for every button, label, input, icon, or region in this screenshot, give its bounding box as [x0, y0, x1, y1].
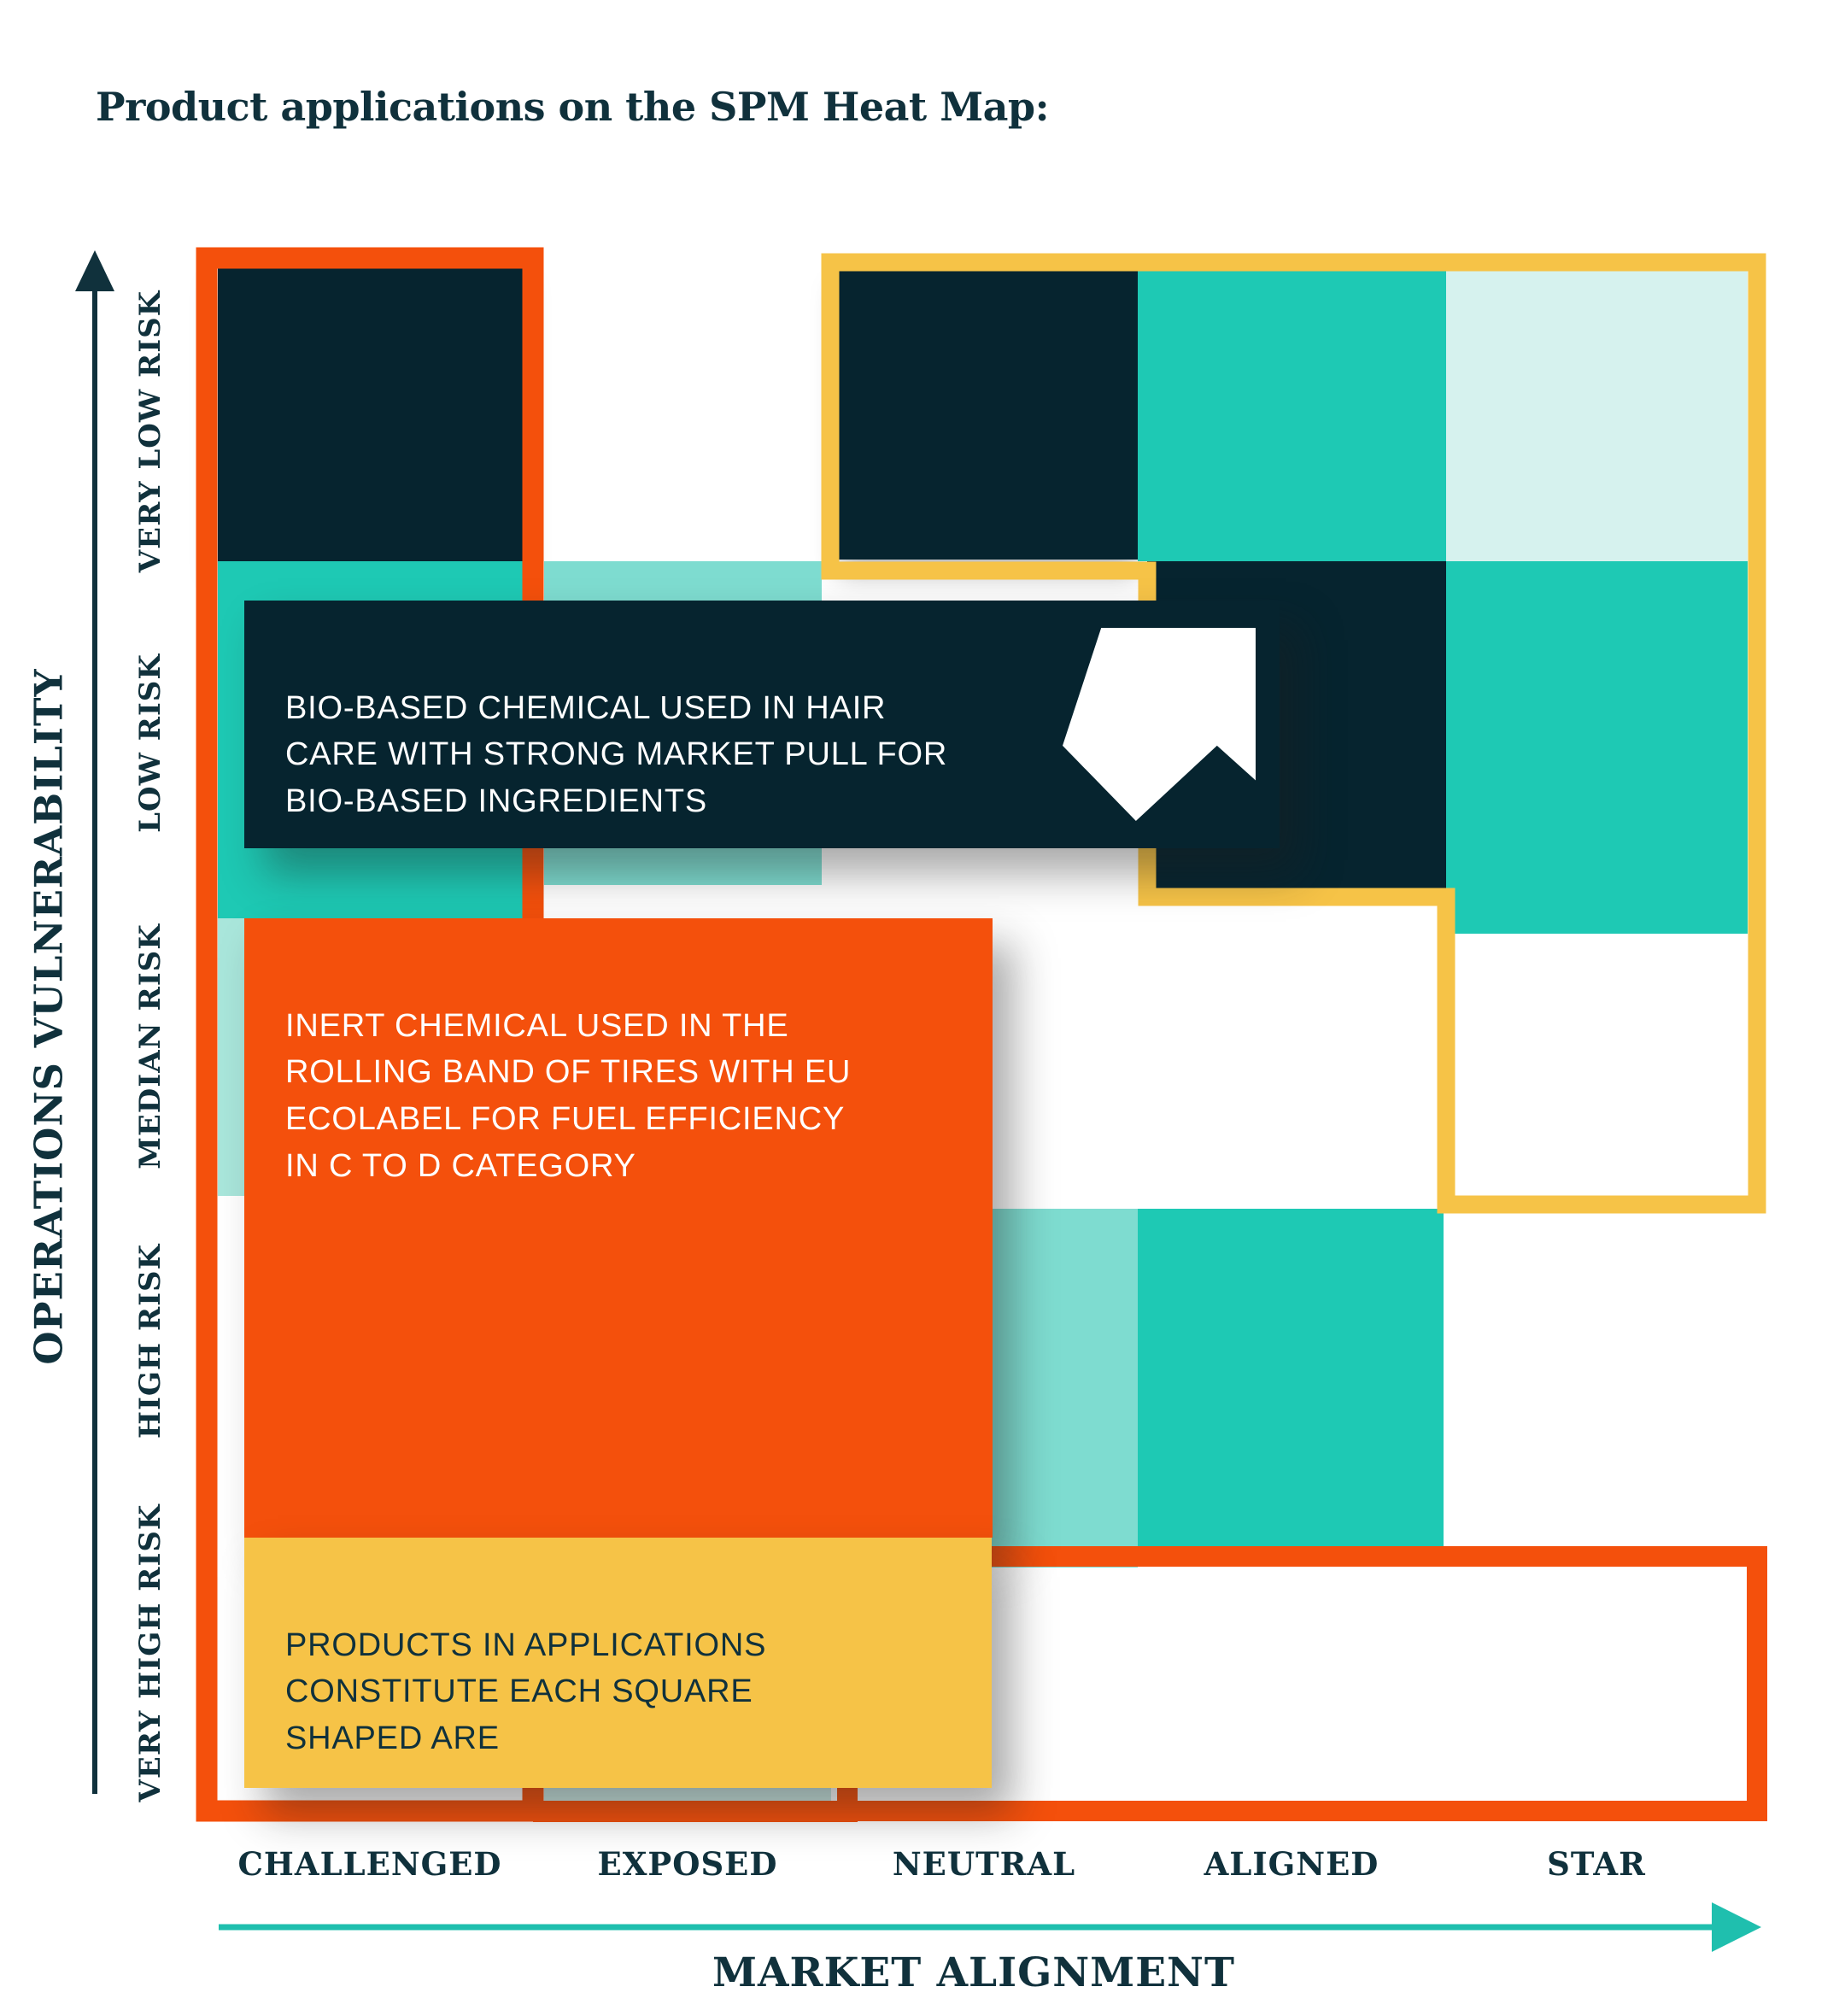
y-axis-arrowhead-icon: [75, 250, 114, 291]
y-axis-label-median-risk: MEDIAN RISK: [133, 923, 167, 1169]
heatmap-cell-navy: [839, 271, 1138, 560]
y-axis-label-very-low-risk: VERY LOW RISK: [133, 290, 167, 573]
x-axis-arrowhead-icon: [1712, 1902, 1761, 1952]
y-axis-label-very-high-risk: VERY HIGH RISK: [133, 1503, 167, 1802]
heatmap-cell-teal: [1138, 1209, 1444, 1555]
x-axis-label-star: STAR: [1547, 1845, 1646, 1883]
page-title: Product applications on the SPM Heat Map…: [96, 84, 1050, 130]
x-axis-label-challenged: CHALLENGED: [237, 1845, 502, 1883]
heatmap-cell-navy: [218, 267, 523, 561]
bottom-orange-band: [533, 1801, 858, 1822]
y-axis-title: OPERATIONS VULNERABILITY: [26, 668, 72, 1365]
bio-callout: BIO-BASED CHEMICAL USED IN HAIR CARE WIT…: [244, 601, 1280, 848]
x-axis-label-neutral: NEUTRAL: [892, 1845, 1076, 1883]
bio-callout-text: BIO-BASED CHEMICAL USED IN HAIR CARE WIT…: [285, 689, 948, 820]
heatmap-cell-teal: [1446, 561, 1748, 934]
heatmap-cell-teal: [1138, 267, 1446, 561]
products-callout: PRODUCTS IN APPLICATIONS CONSTITUTE EACH…: [244, 1538, 992, 1788]
heatmap-cell-palest: [1446, 267, 1748, 561]
x-axis-label-exposed: EXPOSED: [597, 1845, 778, 1883]
y-axis-label-low-risk: LOW RISK: [133, 653, 167, 833]
inert-callout-text: INERT CHEMICAL USED IN THE ROLLING BAND …: [285, 1007, 852, 1184]
y-axis-label-high-risk: HIGH RISK: [133, 1243, 167, 1439]
inert-callout: INERT CHEMICAL USED IN THE ROLLING BAND …: [244, 918, 993, 1538]
northeast-arrow-icon: [1063, 628, 1256, 821]
x-axis-title: MARKET ALIGNMENT: [712, 1949, 1235, 1996]
products-callout-text: PRODUCTS IN APPLICATIONS CONSTITUTE EACH…: [285, 1626, 767, 1757]
x-axis-label-aligned: ALIGNED: [1204, 1845, 1379, 1883]
